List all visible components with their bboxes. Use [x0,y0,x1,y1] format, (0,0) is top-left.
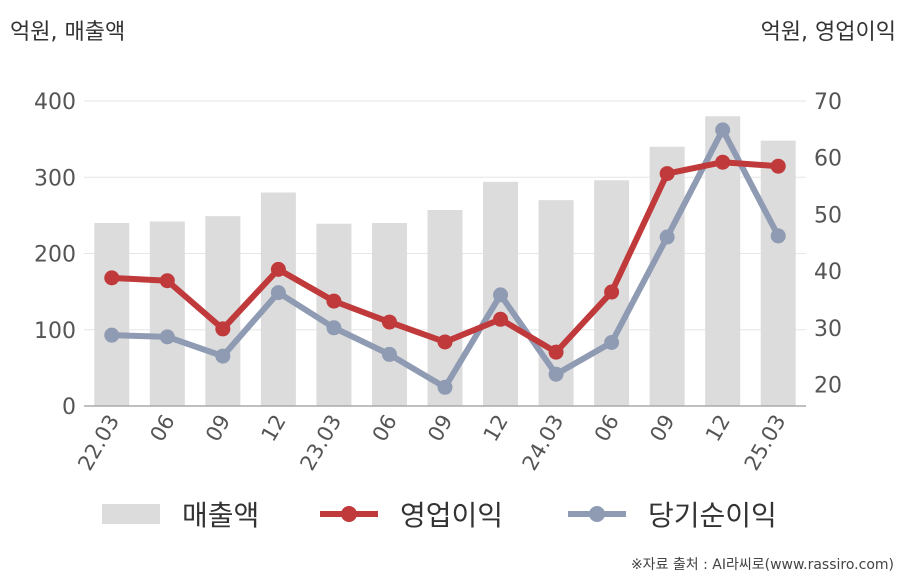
y-right-tick-label: 60 [814,147,842,172]
x-tick-label: 09 [201,411,235,446]
point-operating [493,311,509,327]
point-operating [270,261,286,277]
x-tick-label: 09 [423,411,457,446]
point-net [215,348,231,364]
y-right-tick-label: 70 [814,90,842,115]
point-net [381,346,397,362]
x-tick-label: 23.03 [295,411,346,475]
x-tick-label: 12 [701,411,735,446]
point-operating [215,321,231,337]
point-operating [659,166,675,182]
y-left-tick-label: 200 [34,243,76,268]
y-left-tick-label: 300 [34,166,76,191]
point-operating [326,293,342,309]
x-tick-label: 12 [479,411,513,446]
point-operating [770,158,786,174]
point-net [437,379,453,395]
legend-item-net: 당기순이익 [568,494,777,534]
y-right-tick-label: 50 [814,203,842,228]
y-right-tick-label: 30 [814,317,842,342]
bar-revenue [149,221,185,406]
legend-swatch-revenue [102,504,160,524]
point-net [104,327,120,343]
x-tick-label: 12 [257,411,291,446]
legend: 매출액 영업이익 당기순이익 [0,494,908,534]
x-tick-label: 22.03 [73,411,124,475]
bar-revenue [649,146,685,406]
point-operating [715,154,731,170]
point-operating [159,273,175,289]
point-operating [604,284,620,300]
bar-revenue [316,223,352,406]
y-left-tick-label: 0 [62,395,76,420]
point-net [604,335,620,351]
x-tick-label: 25.03 [740,411,791,475]
point-net [659,229,675,245]
x-tick-label: 24.03 [518,411,569,475]
point-operating [548,344,564,360]
legend-item-revenue: 매출액 [102,494,259,534]
legend-swatch-operating [320,504,378,524]
x-tick-label: 06 [590,411,624,446]
point-operating [104,270,120,286]
point-net [493,287,509,303]
bar-revenue [205,216,241,406]
point-operating [437,334,453,350]
y-right-tick-label: 40 [814,260,842,285]
point-net [326,320,342,336]
right-axis-unit: 억원, 영업이익 [760,20,896,45]
legend-swatch-net [568,504,626,524]
x-tick-label: 06 [368,411,402,446]
point-net [270,285,286,301]
point-net [715,122,731,138]
bar-revenue [760,140,796,406]
point-net [770,228,786,244]
legend-label-operating: 영업이익 [400,499,504,532]
bar-revenue [94,223,130,406]
left-axis-unit: 억원, 매출액 [10,20,126,45]
legend-item-operating: 영업이익 [320,494,503,534]
x-tick-label: 06 [145,411,179,446]
point-net [159,329,175,345]
source-note: ※자료 출처 : AI라씨로(www.rassiro.com) [630,557,894,573]
legend-label-net: 당기순이익 [648,499,777,532]
y-left-tick-label: 400 [34,90,76,115]
y-right-tick-label: 20 [814,373,842,398]
point-net [548,366,564,382]
legend-label-revenue: 매출액 [182,499,260,532]
point-operating [381,314,397,330]
y-left-tick-label: 100 [34,319,76,344]
x-tick-label: 09 [645,411,679,446]
